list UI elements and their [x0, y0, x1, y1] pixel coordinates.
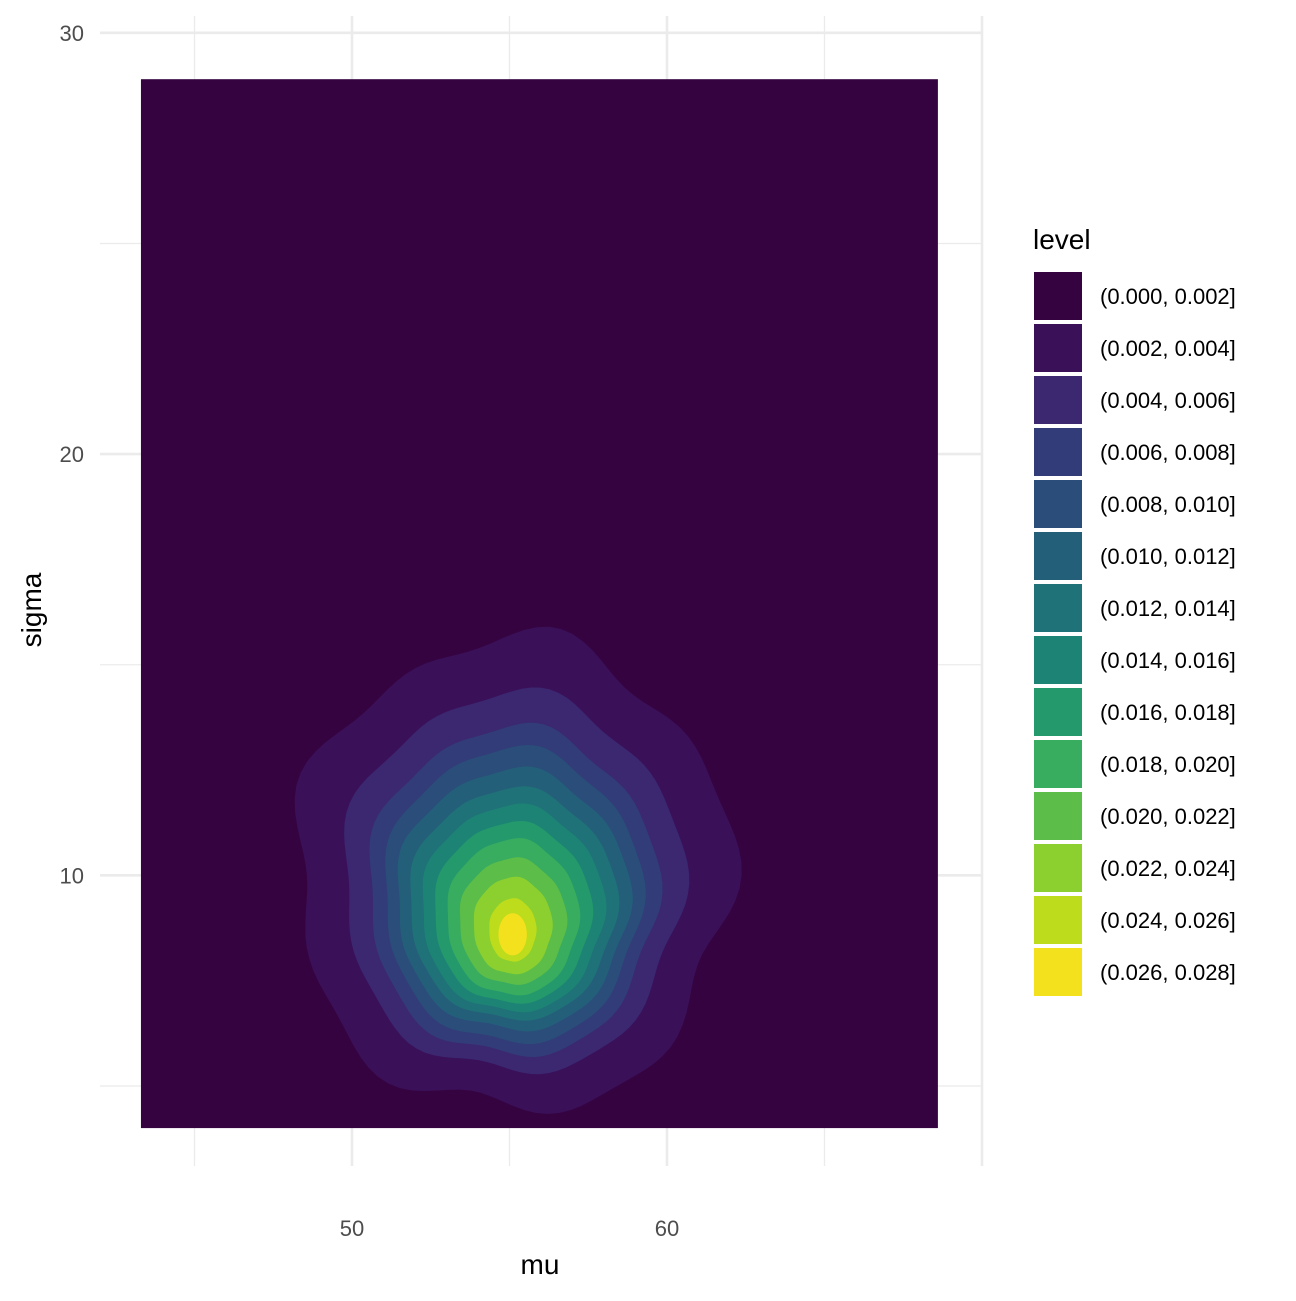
density-region-level-13 [498, 913, 527, 956]
legend-key [1034, 480, 1082, 528]
legend-key [1034, 428, 1082, 476]
legend-key [1034, 584, 1082, 632]
legend-label: (0.026, 0.028] [1100, 960, 1236, 985]
contour-fill-layer [140, 79, 938, 1129]
legend-label: (0.020, 0.022] [1100, 804, 1236, 829]
legend-label: (0.024, 0.026] [1100, 908, 1236, 933]
legend-key [1034, 948, 1082, 996]
legend-key [1034, 636, 1082, 684]
legend-label: (0.014, 0.016] [1100, 648, 1236, 673]
legend-label: (0.008, 0.010] [1100, 492, 1236, 517]
y-axis-title: sigma [16, 572, 47, 647]
y-tick-label: 30 [60, 21, 84, 46]
x-tick-label: 50 [340, 1216, 364, 1241]
legend-label: (0.004, 0.006] [1100, 388, 1236, 413]
x-tick-label: 60 [655, 1216, 679, 1241]
legend-key [1034, 792, 1082, 840]
x-axis-title: mu [521, 1249, 560, 1280]
legend-label: (0.022, 0.024] [1100, 856, 1236, 881]
y-tick-label: 20 [60, 442, 84, 467]
legend-label: (0.010, 0.012] [1100, 544, 1236, 569]
legend-key [1034, 532, 1082, 580]
x-axis-ticks: 50 60 [340, 1216, 679, 1241]
legend-label: (0.018, 0.020] [1100, 752, 1236, 777]
legend-key [1034, 896, 1082, 944]
legend-key [1034, 376, 1082, 424]
legend-key [1034, 272, 1082, 320]
legend-key [1034, 324, 1082, 372]
legend-key [1034, 740, 1082, 788]
y-tick-label: 10 [60, 863, 84, 888]
legend-label: (0.000, 0.002] [1100, 284, 1236, 309]
legend-label: (0.006, 0.008] [1100, 440, 1236, 465]
legend-key [1034, 688, 1082, 736]
legend-label: (0.012, 0.014] [1100, 596, 1236, 621]
legend-key [1034, 844, 1082, 892]
legend-label: (0.002, 0.004] [1100, 336, 1236, 361]
legend-label: (0.016, 0.018] [1100, 700, 1236, 725]
legend-title: level [1033, 224, 1091, 255]
legend-entries: (0.000, 0.002] (0.002, 0.004] (0.004, 0.00… [1034, 272, 1236, 996]
y-axis-ticks: 10 20 30 [60, 21, 84, 888]
legend: level (0.000, 0.002] (0.002, 0.004] (0.004… [1033, 224, 1236, 996]
